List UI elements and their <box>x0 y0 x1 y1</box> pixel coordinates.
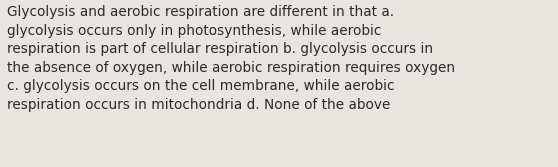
Text: Glycolysis and aerobic respiration are different in that a.
glycolysis occurs on: Glycolysis and aerobic respiration are d… <box>7 5 455 112</box>
